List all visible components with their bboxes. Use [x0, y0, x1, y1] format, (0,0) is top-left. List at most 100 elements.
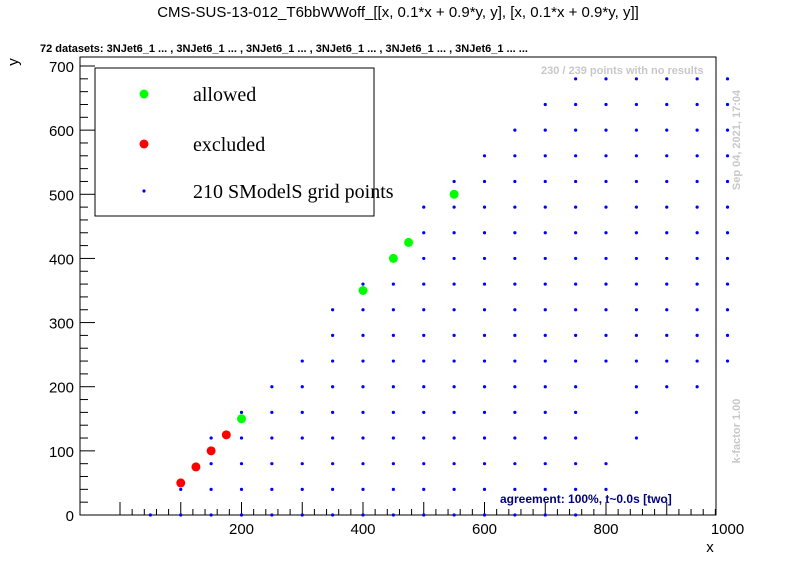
- grid-point: [452, 462, 456, 466]
- grid-point: [695, 205, 699, 209]
- grid-point: [695, 282, 699, 286]
- grid-point: [391, 308, 395, 312]
- excluded-point: [191, 462, 201, 472]
- grid-point: [331, 385, 335, 389]
- grid-point: [300, 513, 304, 517]
- grid-point: [574, 308, 578, 312]
- grid-point: [270, 487, 274, 491]
- grid-point: [574, 359, 578, 363]
- grid-point: [422, 462, 426, 466]
- grid-point: [543, 102, 547, 107]
- grid-point: [482, 231, 487, 235]
- grid-point: [695, 231, 699, 235]
- grid-point: [665, 282, 669, 286]
- excluded-series: [176, 430, 231, 488]
- grid-point: [574, 154, 578, 158]
- grid-point: [574, 462, 578, 466]
- grid-point: [270, 513, 274, 517]
- grid-point: [725, 128, 730, 132]
- grid-point: [361, 308, 365, 312]
- grid-point: [179, 513, 183, 517]
- grid-point: [300, 410, 304, 414]
- grid-point: [574, 128, 578, 132]
- grid-point: [634, 385, 638, 389]
- grid-point: [513, 436, 517, 440]
- grid-point: [452, 282, 456, 286]
- grid-point: [725, 333, 730, 337]
- grid-point: [391, 359, 395, 363]
- grid-point: [695, 256, 699, 261]
- agreement-note: agreement: 100%, t~0.0s [two]: [500, 492, 672, 506]
- grid-point: [543, 256, 547, 261]
- x-tick-label: 600: [472, 521, 497, 538]
- grid-point: [209, 436, 213, 440]
- axis-ticks: [80, 65, 716, 516]
- grid-point: [574, 333, 578, 337]
- grid-point: [574, 436, 578, 440]
- y-tick-label: 100: [49, 444, 74, 461]
- grid-point: [331, 359, 335, 363]
- grid-point: [695, 308, 699, 312]
- grid-point: [634, 333, 638, 337]
- grid-point: [513, 385, 517, 389]
- grid-point: [391, 282, 395, 286]
- grid-point: [482, 359, 487, 363]
- grid-point: [391, 333, 395, 337]
- grid-point: [179, 487, 183, 491]
- grid-point: [391, 385, 395, 389]
- grid-point: [543, 513, 547, 517]
- grid-point: [239, 410, 244, 414]
- grid-point: [482, 385, 487, 389]
- grid-point: [604, 282, 608, 286]
- legend-label-excluded: excluded: [193, 134, 265, 156]
- chart-subtitle: 72 datasets: 3NJet6_1 ... , 3NJet6_1 ...…: [40, 43, 528, 55]
- grid-point: [665, 128, 669, 132]
- grid-point: [634, 359, 638, 363]
- legend-marker-allowed: [139, 89, 149, 99]
- grid-point: [452, 410, 456, 414]
- grid-point: [574, 77, 578, 81]
- grid-point: [695, 385, 699, 389]
- grid-point: [331, 436, 335, 440]
- grid-point: [634, 154, 638, 158]
- grid-point: [543, 205, 547, 209]
- plot-frame: [79, 56, 717, 516]
- legend-label-grid: 210 SModelS grid points: [193, 181, 394, 203]
- allowed-series: [237, 189, 459, 424]
- legend-marker-grid: [142, 189, 146, 193]
- legend: allowed excluded 210 SModelS grid points: [94, 67, 394, 217]
- grid-point: [543, 410, 547, 414]
- grid-point: [422, 513, 426, 517]
- grid-point: [270, 436, 274, 440]
- grid-point: [239, 487, 244, 491]
- grid-point: [482, 462, 487, 466]
- grid-point: [452, 231, 456, 235]
- grid-point: [422, 231, 426, 235]
- y-axis-label: y: [5, 58, 22, 66]
- grid-point: [331, 308, 335, 312]
- grid-point: [452, 513, 456, 517]
- grid-point: [391, 462, 395, 466]
- grid-point: [543, 333, 547, 337]
- x-tick-label: 1000: [711, 521, 744, 538]
- grid-point: [361, 385, 365, 389]
- grid-point: [574, 385, 578, 389]
- grid-point: [422, 410, 426, 414]
- grid-point: [482, 436, 487, 440]
- grid-point: [513, 308, 517, 312]
- grid-point: [604, 308, 608, 312]
- grid-point: [300, 462, 304, 466]
- grid-point: [513, 282, 517, 286]
- grid-point: [300, 436, 304, 440]
- grid-point: [209, 462, 213, 466]
- grid-point: [604, 77, 608, 81]
- grid-point: [665, 154, 669, 158]
- grid-point: [634, 436, 638, 440]
- grid-point: [695, 128, 699, 132]
- grid-point: [209, 487, 213, 491]
- grid-point: [452, 487, 456, 491]
- grid-point: [634, 231, 638, 235]
- grid-point: [725, 256, 730, 261]
- grid-point: [634, 205, 638, 209]
